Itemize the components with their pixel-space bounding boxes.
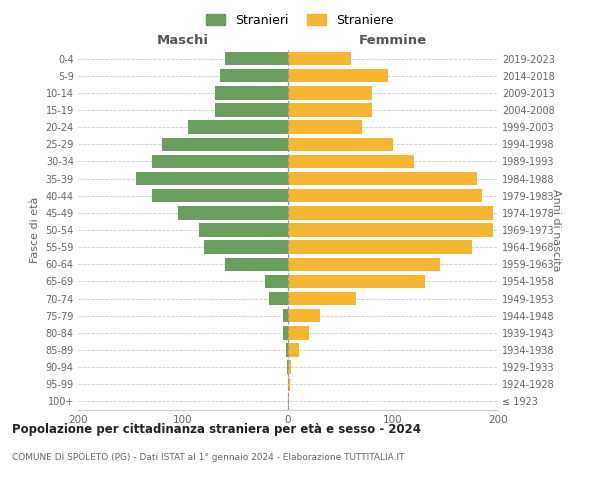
Bar [151,189,288,202]
Bar [265,274,288,288]
Bar [178,206,288,220]
Bar [288,292,356,306]
Bar [199,224,288,236]
Bar [288,326,309,340]
Bar [288,360,291,374]
Bar [225,52,288,66]
Legend: Stranieri, Straniere: Stranieri, Straniere [202,8,398,32]
Y-axis label: Fasce di età: Fasce di età [30,197,40,263]
Bar [288,69,388,82]
Bar [162,138,288,151]
Bar [283,326,288,340]
Bar [151,154,288,168]
Bar [136,172,288,186]
Text: Femmine: Femmine [359,34,427,48]
Bar [215,86,288,100]
Bar [288,120,361,134]
Bar [287,360,288,374]
Bar [288,274,425,288]
Bar [288,309,320,322]
Bar [204,240,288,254]
Text: COMUNE DI SPOLETO (PG) - Dati ISTAT al 1° gennaio 2024 - Elaborazione TUTTITALIA: COMUNE DI SPOLETO (PG) - Dati ISTAT al 1… [12,452,404,462]
Bar [288,344,299,356]
Bar [288,138,393,151]
Y-axis label: Anni di nascita: Anni di nascita [551,188,560,271]
Bar [288,172,477,186]
Bar [288,240,472,254]
Bar [288,104,372,117]
Bar [283,309,288,322]
Bar [288,378,290,391]
Text: Popolazione per cittadinanza straniera per età e sesso - 2024: Popolazione per cittadinanza straniera p… [12,422,421,436]
Text: Maschi: Maschi [157,34,209,48]
Bar [288,258,440,271]
Bar [220,69,288,82]
Bar [188,120,288,134]
Bar [225,258,288,271]
Bar [288,52,351,66]
Bar [288,86,372,100]
Bar [215,104,288,117]
Bar [288,394,289,408]
Bar [288,154,414,168]
Bar [288,206,493,220]
Bar [288,189,482,202]
Bar [286,344,288,356]
Bar [269,292,288,306]
Bar [288,224,493,236]
